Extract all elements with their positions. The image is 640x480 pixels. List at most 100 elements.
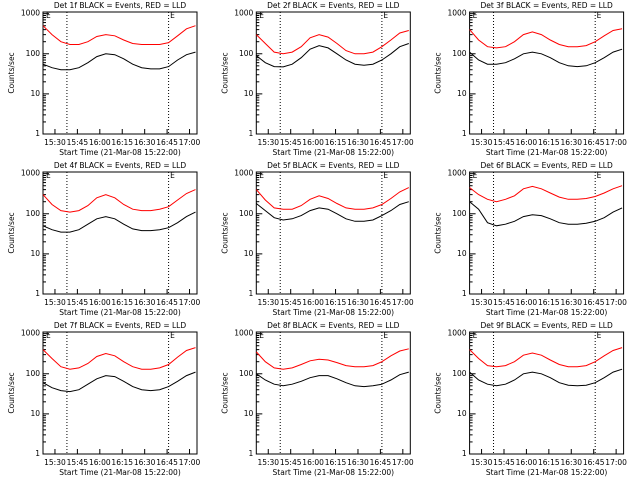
y-axis-label: Counts/sec <box>434 212 443 253</box>
x-tick-label: 15:45 <box>67 458 89 467</box>
y-tick-label: 100 <box>26 49 41 58</box>
chart-title: Det 4f BLACK = Events, RED = LLD <box>54 161 187 170</box>
x-tick-label: 16:15 <box>111 458 133 467</box>
x-tick-label: 15:45 <box>67 298 89 307</box>
chart-title: Det 8f BLACK = Events, RED = LLD <box>267 321 400 330</box>
x-tick-label: 16:00 <box>89 458 111 467</box>
y-tick-label: 1 <box>462 289 467 298</box>
y-tick-label: 1000 <box>234 9 253 18</box>
x-tick-label: 15:30 <box>44 458 66 467</box>
y-tick-label: 1 <box>35 449 40 458</box>
annotation: E <box>46 331 51 340</box>
y-tick-label: 100 <box>452 49 467 58</box>
x-tick-label: 16:15 <box>325 298 347 307</box>
x-axis-label: Start Time (21-Mar-08 15:22:00) <box>59 308 181 317</box>
chart-title: Det 9f BLACK = Events, RED = LLD <box>480 321 613 330</box>
y-tick-label: 1000 <box>448 329 467 338</box>
plot-frame <box>42 11 198 135</box>
annotation: E <box>383 11 388 20</box>
y-tick-label: 1 <box>35 289 40 298</box>
series-line <box>255 43 409 68</box>
chart-title: Det 3f BLACK = Events, RED = LLD <box>480 1 613 10</box>
y-axis-label: Counts/sec <box>220 52 229 93</box>
y-tick-label: 1000 <box>448 9 467 18</box>
x-tick-label: 15:30 <box>257 458 279 467</box>
plot-frame <box>42 331 198 455</box>
plot-frame <box>469 331 625 455</box>
x-tick-label: 17:00 <box>179 298 201 307</box>
x-tick-label: 16:30 <box>560 458 582 467</box>
x-tick-label: 15:45 <box>493 298 515 307</box>
x-tick-label: 16:30 <box>347 138 369 147</box>
x-tick-label: 16:45 <box>156 458 178 467</box>
series-line <box>469 185 623 203</box>
y-axis-label: Counts/sec <box>7 372 16 413</box>
x-tick-label: 15:30 <box>471 458 493 467</box>
y-tick-label: 10 <box>457 249 467 258</box>
y-tick-label: 10 <box>30 409 40 418</box>
chart-title: Det 2f BLACK = Events, RED = LLD <box>267 1 400 10</box>
plot-frame <box>469 11 625 135</box>
series-line <box>42 211 196 233</box>
annotation: E <box>383 171 388 180</box>
annotation: E <box>170 171 175 180</box>
annotation: E <box>473 11 478 20</box>
annotation: E <box>170 331 175 340</box>
x-axis-label: Start Time (21-Mar-08 15:22:00) <box>59 468 181 477</box>
series-line <box>469 28 623 49</box>
y-tick-label: 1 <box>249 449 254 458</box>
x-tick-label: 15:30 <box>44 138 66 147</box>
chart-title: Det 6f BLACK = Events, RED = LLD <box>480 161 613 170</box>
x-tick-label: 15:30 <box>471 298 493 307</box>
y-tick-label: 10 <box>457 409 467 418</box>
x-tick-label: 16:30 <box>560 138 582 147</box>
x-tick-label: 16:45 <box>583 458 605 467</box>
annotation: E <box>259 11 264 20</box>
x-tick-label: 16:45 <box>156 138 178 147</box>
series-line <box>255 30 409 55</box>
x-tick-label: 16:00 <box>302 458 324 467</box>
plot-frame <box>255 11 411 135</box>
y-tick-label: 100 <box>26 369 41 378</box>
y-tick-label: 1000 <box>234 329 253 338</box>
x-tick-label: 15:30 <box>471 138 493 147</box>
x-tick-label: 16:45 <box>370 298 392 307</box>
x-tick-label: 16:45 <box>370 458 392 467</box>
x-tick-label: 16:15 <box>325 138 347 147</box>
x-tick-label: 16:30 <box>347 298 369 307</box>
annotation: E <box>597 11 602 20</box>
plot-frame <box>469 171 625 295</box>
y-tick-label: 1000 <box>21 329 40 338</box>
series-line <box>42 51 196 71</box>
plot-frame <box>255 171 411 295</box>
x-tick-label: 17:00 <box>179 458 201 467</box>
y-axis-label: Counts/sec <box>7 212 16 253</box>
chart-title: Det 5f BLACK = Events, RED = LLD <box>267 161 400 170</box>
x-tick-label: 16:15 <box>111 138 133 147</box>
x-axis-label: Start Time (21-Mar-08 15:22:00) <box>486 148 608 157</box>
x-tick-label: 16:15 <box>538 458 560 467</box>
y-tick-label: 100 <box>452 369 467 378</box>
series-line <box>255 187 410 210</box>
y-tick-label: 1000 <box>21 9 40 18</box>
x-tick-label: 15:45 <box>280 138 302 147</box>
y-tick-label: 100 <box>452 209 467 218</box>
x-tick-label: 16:00 <box>516 458 538 467</box>
y-tick-label: 10 <box>30 249 40 258</box>
x-tick-label: 17:00 <box>392 138 414 147</box>
x-tick-label: 16:30 <box>560 298 582 307</box>
y-tick-label: 1 <box>249 289 254 298</box>
x-tick-label: 17:00 <box>392 298 414 307</box>
plot-frame <box>255 331 411 455</box>
x-axis-label: Start Time (21-Mar-08 15:22:00) <box>273 308 395 317</box>
x-tick-label: 16:15 <box>538 138 560 147</box>
y-tick-label: 1 <box>35 129 40 138</box>
annotation: E <box>473 331 478 340</box>
series-line <box>469 201 623 227</box>
series-line <box>255 348 409 370</box>
y-tick-label: 10 <box>244 89 254 98</box>
x-tick-label: 16:00 <box>516 298 538 307</box>
x-tick-label: 16:30 <box>134 138 156 147</box>
y-axis-label: Counts/sec <box>7 52 16 93</box>
x-tick-label: 15:45 <box>493 138 515 147</box>
